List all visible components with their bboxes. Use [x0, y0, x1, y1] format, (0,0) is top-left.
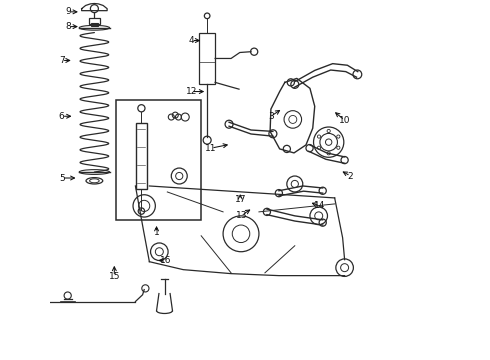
Text: 6: 6: [59, 112, 65, 121]
Text: 17: 17: [235, 195, 246, 204]
Bar: [136, 123, 147, 189]
Bar: [199, 32, 215, 84]
Text: 10: 10: [339, 116, 350, 125]
Text: 16: 16: [160, 256, 171, 265]
Text: 13: 13: [236, 211, 247, 220]
Text: 12: 12: [186, 87, 197, 96]
Text: 9: 9: [66, 7, 72, 16]
Text: 7: 7: [59, 56, 65, 65]
Bar: [116, 100, 201, 220]
Text: 5: 5: [59, 174, 65, 183]
Text: 1: 1: [154, 228, 159, 237]
Text: 2: 2: [348, 171, 353, 180]
Bar: [91, 23, 98, 26]
Text: 8: 8: [66, 22, 72, 31]
Text: 3: 3: [268, 112, 274, 121]
Text: 15: 15: [109, 272, 120, 281]
Bar: [89, 18, 100, 24]
Text: 4: 4: [188, 36, 194, 45]
Text: 14: 14: [314, 201, 325, 210]
Text: 11: 11: [205, 144, 217, 153]
